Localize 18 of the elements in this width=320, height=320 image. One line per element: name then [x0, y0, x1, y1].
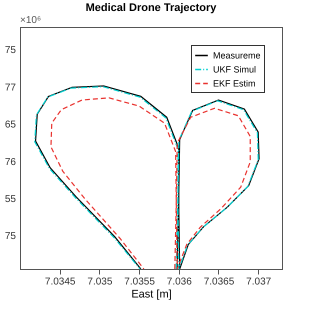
- text: 77: [4, 82, 16, 94]
- legend-label: Measureme: [213, 50, 261, 60]
- text: ×10⁶: [20, 15, 42, 26]
- text: 76: [4, 156, 16, 168]
- chart-title: Medical Drone Trajectory: [86, 2, 218, 14]
- x-tick-label: 7.036: [166, 276, 192, 288]
- legend-label: EKF Estim: [213, 78, 256, 88]
- text: 65: [4, 120, 16, 131]
- x-tick-label: 7.0345: [44, 276, 76, 288]
- x-axis-title: East [m]: [131, 288, 172, 300]
- x-tick-label: 7.0355: [124, 276, 156, 288]
- x-tick-label: 7.035: [87, 276, 113, 288]
- text: 75: [4, 231, 16, 242]
- x-tick-label: 7.0365: [204, 276, 235, 288]
- legend-label: UKF Simul: [213, 64, 256, 74]
- x-tick-label: 7.037: [246, 276, 272, 288]
- text: 55: [4, 194, 16, 206]
- text: 75: [4, 45, 16, 56]
